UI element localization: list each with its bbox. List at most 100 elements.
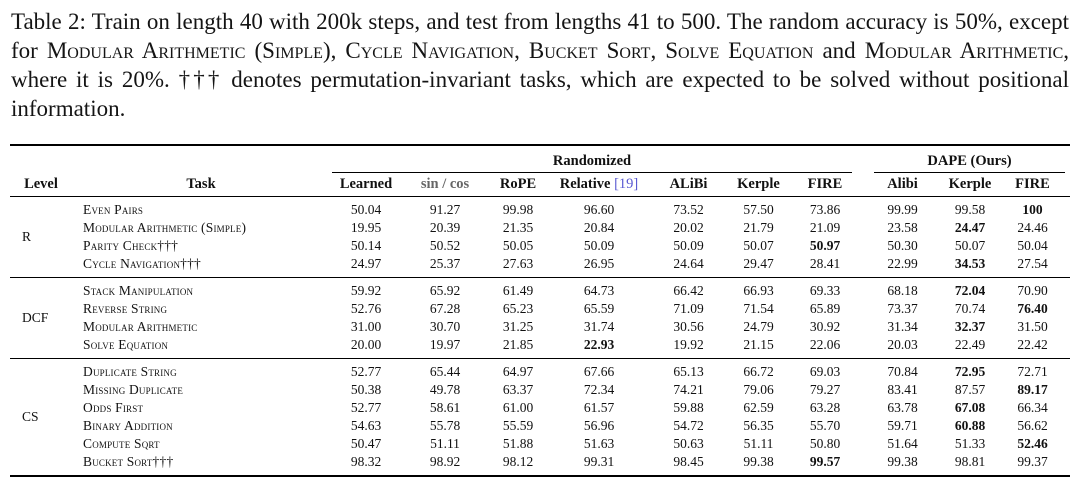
value-cell: 27.63 [502, 256, 534, 271]
citation-19-link[interactable]: [19] [614, 176, 639, 192]
value-cell: 51.63 [583, 436, 615, 451]
level-group-cs: CS Duplicate String 52.77 65.44 64.97 67.66 65… [10, 358, 1071, 477]
value-cell: 51.11 [743, 436, 774, 451]
value-cell: 61.49 [502, 283, 534, 298]
value-cell: 66.72 [743, 364, 774, 379]
value-cell: 66.42 [673, 283, 704, 298]
caption-segment: and [813, 38, 865, 63]
value-cell: 99.38 [887, 454, 918, 469]
task-cell: Solve Equation [83, 337, 169, 352]
value-cell: 20.39 [429, 220, 461, 235]
table-row: Binary Addition 54.63 55.78 55.59 56.96 54.72… [10, 417, 1070, 435]
value-cell: 52.46 [1017, 436, 1048, 451]
value-cell: 72.95 [954, 364, 986, 379]
value-cell: 30.56 [673, 319, 704, 334]
value-cell: 72.71 [1017, 364, 1048, 379]
value-cell: 50.07 [954, 238, 986, 253]
value-cell: 23.58 [887, 220, 918, 235]
value-cell: 50.30 [887, 238, 918, 253]
caption-segment: Cycle Navigation [345, 38, 515, 63]
value-cell: 55.70 [809, 418, 841, 433]
table-row: Modular Arithmetic (Simple) 19.95 20.39 21.… [10, 219, 1070, 237]
value-cell: 99.99 [887, 202, 918, 217]
table-row: Compute Sqrt 50.47 51.11 51.88 51.63 50.63 51.… [10, 435, 1070, 453]
value-cell: 99.37 [1017, 454, 1048, 469]
value-cell: 52.76 [350, 301, 382, 316]
value-cell: 21.79 [743, 220, 774, 235]
level-cell: DCF [22, 310, 49, 325]
value-cell: 27.54 [1017, 256, 1048, 271]
value-cell: 20.03 [887, 337, 918, 352]
value-cell: 99.58 [954, 202, 986, 217]
value-cell: 68.18 [887, 283, 918, 298]
caption-segment: Table 2: Train on length 40 with 200k st… [11, 9, 1069, 63]
value-cell: 65.44 [429, 364, 461, 379]
table-row: Odds First 52.77 58.61 61.00 61.57 59.88 62.59… [10, 399, 1070, 417]
value-cell: 30.70 [429, 319, 461, 334]
value-cell: 31.34 [887, 319, 918, 334]
value-cell: 55.59 [502, 418, 534, 433]
value-cell: 49.78 [429, 382, 461, 397]
value-cell: 26.95 [583, 256, 615, 271]
col-header-sincos: sin / cos [420, 176, 470, 192]
group-header-dape-label: DAPE (Ours) [874, 153, 1066, 173]
value-cell: 73.52 [673, 202, 704, 217]
value-cell: 50.63 [673, 436, 704, 451]
caption-segment: , [330, 38, 346, 63]
value-cell: 61.00 [502, 400, 534, 415]
value-cell: 69.03 [809, 364, 841, 379]
level-group-r: R Even Pairs 50.04 91.27 99.98 96.60 73.52 57.5… [10, 197, 1070, 278]
group-header-dape: DAPE (Ours) [860, 145, 1070, 173]
value-cell: 59.71 [887, 418, 918, 433]
value-cell: 99.31 [583, 454, 615, 469]
table-row: R Even Pairs 50.04 91.27 99.98 96.60 73.52 57.5… [10, 197, 1070, 244]
value-cell: 20.00 [350, 337, 382, 352]
value-cell: 22.93 [583, 337, 615, 352]
value-cell: 61.57 [583, 400, 615, 415]
col-header-dape-alibi: Alibi [887, 176, 918, 192]
value-cell: 34.53 [954, 256, 986, 271]
value-cell: 72.34 [583, 382, 615, 397]
value-cell: 67.08 [954, 400, 986, 415]
task-cell: Duplicate String [83, 364, 177, 379]
value-cell: 19.95 [350, 220, 382, 235]
value-cell: 59.92 [350, 283, 382, 298]
value-cell: 24.97 [350, 256, 382, 271]
value-cell: 30.92 [809, 319, 841, 334]
col-header-rope: RoPE [499, 176, 537, 192]
value-cell: 56.35 [743, 418, 774, 433]
col-header-learned: Learned [339, 176, 393, 192]
value-cell: 50.09 [583, 238, 615, 253]
value-cell: 22.99 [887, 256, 918, 271]
table-row: Cycle Navigation††† 24.97 25.37 27.63 26.95 2… [10, 255, 1070, 278]
value-cell: 22.49 [954, 337, 986, 352]
value-cell: 28.41 [809, 256, 841, 271]
value-cell: 51.88 [502, 436, 534, 451]
value-cell: 31.25 [502, 319, 534, 334]
value-cell: 59.88 [673, 400, 704, 415]
value-cell: 65.23 [502, 301, 534, 316]
value-cell: 50.97 [809, 238, 841, 253]
value-cell: 50.04 [350, 202, 382, 217]
task-cell: Binary Addition [83, 418, 173, 433]
table-caption: Table 2: Train on length 40 with 200k st… [0, 0, 1080, 123]
value-cell: 58.61 [429, 400, 461, 415]
caption-segment: , where it is 20%. ††† denotes permutati… [11, 38, 1070, 121]
caption-segment: Bucket Sort [528, 38, 651, 63]
value-cell: 65.59 [583, 301, 615, 316]
value-cell: 50.38 [350, 382, 382, 397]
value-cell: 19.92 [673, 337, 704, 352]
value-cell: 64.73 [583, 283, 615, 298]
col-header-task: Task [186, 176, 216, 192]
col-header-kerple: Kerple [737, 176, 780, 192]
value-cell: 63.28 [809, 400, 841, 415]
column-header-row: Level Task Learned sin / cos RoPE Relati… [10, 173, 1070, 197]
value-cell: 69.33 [809, 283, 841, 298]
table-row: Solve Equation 20.00 19.97 21.85 22.93 19.92 2… [10, 336, 1070, 359]
caption-segment: Modular Arithmetic [864, 38, 1064, 63]
table-row: Modular Arithmetic 31.00 30.70 31.25 31.74 30… [10, 318, 1070, 336]
value-cell: 99.38 [743, 454, 774, 469]
task-cell: Cycle Navigation††† [83, 256, 202, 271]
table-row: Bucket Sort††† 98.32 98.92 98.12 99.31 98.45 9… [10, 453, 1070, 476]
value-cell: 76.40 [1017, 301, 1048, 316]
